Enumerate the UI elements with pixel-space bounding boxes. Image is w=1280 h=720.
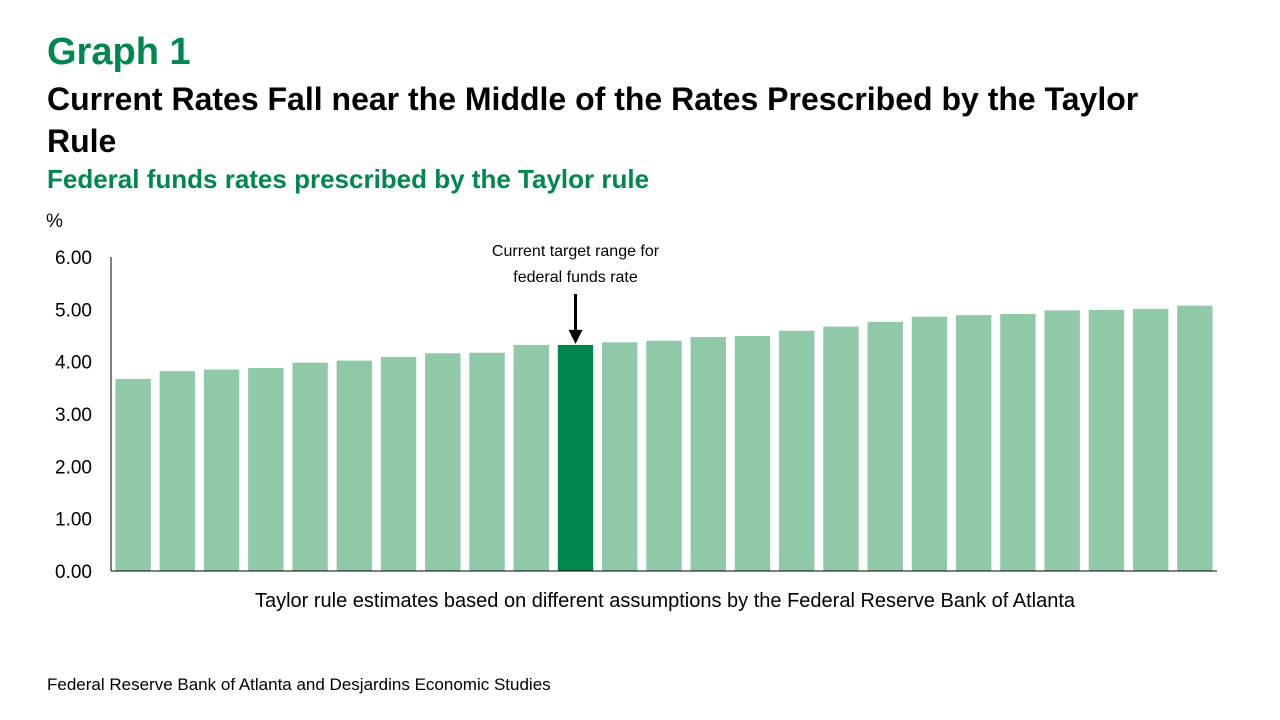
bar <box>203 369 240 571</box>
y-axis-tick-labels: 0.00 1.00 2.00 3.00 4.00 5.00 6.00 <box>55 248 92 583</box>
bar <box>734 336 771 571</box>
y-tick-label: 4.00 <box>55 353 92 374</box>
bar <box>1177 305 1213 571</box>
bar <box>1000 314 1036 571</box>
bars-group <box>115 305 1213 571</box>
bar <box>336 360 373 571</box>
bar <box>159 371 196 571</box>
bar <box>425 353 461 571</box>
y-tick-label: 5.00 <box>55 300 92 321</box>
bar <box>380 356 417 571</box>
y-axis-unit-label: % <box>46 211 63 232</box>
bar <box>823 326 859 571</box>
source-note: Federal Reserve Bank of Atlanta and Desj… <box>47 675 551 694</box>
annotation-text-line-2: federal funds rate <box>513 269 638 286</box>
bar <box>955 315 992 571</box>
bar <box>1132 308 1169 571</box>
y-tick-label: 1.00 <box>55 510 92 531</box>
y-tick-label: 3.00 <box>55 405 92 426</box>
current-target-annotation: Current target range for federal funds r… <box>492 243 660 344</box>
bar <box>602 342 638 571</box>
bar <box>469 352 505 571</box>
bar <box>248 367 284 571</box>
y-tick-label: 6.00 <box>55 248 92 269</box>
y-tick-label: 2.00 <box>55 457 92 478</box>
annotation-text-line-1: Current target range for <box>492 243 660 260</box>
bar-current-target <box>557 344 594 571</box>
bar <box>1044 310 1080 571</box>
bar <box>779 330 815 571</box>
chart-title: Current Rates Fall near the Middle of th… <box>47 81 1139 159</box>
bar <box>115 378 151 571</box>
bar <box>690 337 726 571</box>
y-tick-label: 0.00 <box>55 562 92 583</box>
bar <box>1088 309 1125 571</box>
bar <box>513 344 549 571</box>
graph-label: Graph 1 <box>47 31 191 73</box>
x-axis-title: Taylor rule estimates based on different… <box>255 590 1076 612</box>
bar <box>292 362 328 571</box>
bar <box>646 340 682 571</box>
bar <box>867 321 903 571</box>
annotation-arrow-head-icon <box>568 329 583 344</box>
bar <box>911 316 948 571</box>
chart-subtitle: Federal funds rates prescribed by the Ta… <box>47 164 650 194</box>
